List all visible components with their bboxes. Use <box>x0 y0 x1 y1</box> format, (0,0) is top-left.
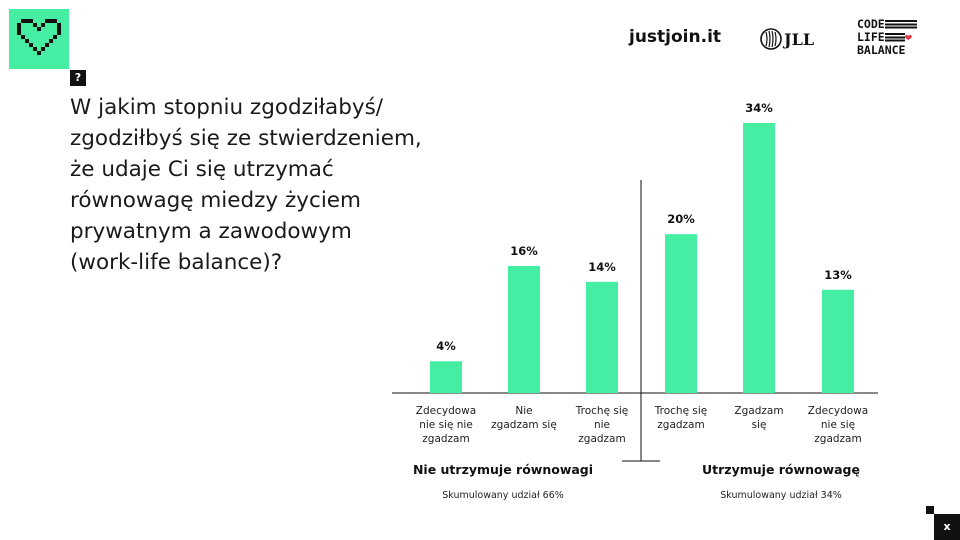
group-title-0: Nie utrzymuje równowagi <box>413 462 593 477</box>
red-heart-icon: ❤ <box>904 30 912 44</box>
jll-logo: JLL <box>760 26 814 52</box>
category-label-0-2: zgadzam <box>422 433 469 445</box>
close-button[interactable]: x <box>934 514 960 540</box>
category-label-1-0: Nie <box>515 405 532 417</box>
group-title-1: Utrzymuje równowagę <box>702 462 860 477</box>
heart-logo-tile <box>9 9 69 69</box>
jll-mark-icon <box>760 28 782 50</box>
bar-5 <box>822 289 854 393</box>
data-label-0: 4% <box>436 339 456 353</box>
category-label-0-0: Zdecydowa <box>416 405 476 417</box>
clb-stripes-2 <box>884 33 905 42</box>
category-label-1-1: zgadzam się <box>491 419 557 431</box>
corner-square <box>926 506 934 514</box>
jll-wordmark: JLL <box>784 29 815 49</box>
category-label-5-0: Zdecydowa <box>808 405 868 417</box>
data-label-1: 16% <box>510 244 538 258</box>
category-label-5-1: nie się <box>821 419 855 431</box>
group-note-1: Skumulowany udział 34% <box>720 490 842 501</box>
bar-1 <box>508 265 540 393</box>
group-note-0: Skumulowany udział 66% <box>442 490 564 501</box>
category-label-3-1: zgadzam <box>657 419 704 431</box>
clb-balance: BALANCE <box>857 43 906 57</box>
pixel-heart-icon <box>17 19 61 55</box>
data-label-5: 13% <box>824 268 852 282</box>
clb-stripes <box>884 20 917 29</box>
category-label-3-0: Trochę się <box>654 405 707 417</box>
data-label-4: 34% <box>745 101 773 115</box>
data-label-2: 14% <box>588 260 616 274</box>
category-label-5-2: zgadzam <box>814 433 861 445</box>
bar-0 <box>430 361 462 393</box>
code-life-balance-logo: CODE LIFE ❤ BALANCE <box>857 18 932 62</box>
justjoin-logo: justjoin.it <box>629 27 722 47</box>
category-label-0-1: nie się nie <box>419 419 473 431</box>
data-label-3: 20% <box>667 212 695 226</box>
bar-2 <box>586 281 618 393</box>
clb-code: CODE <box>857 17 885 31</box>
bar-3 <box>665 234 697 393</box>
clb-life: LIFE <box>857 30 885 44</box>
category-label-2-0: Trochę się <box>575 405 628 417</box>
category-label-4-1: się <box>752 419 767 431</box>
bar-4 <box>743 123 775 393</box>
question-badge: ? <box>70 70 86 86</box>
category-label-4-0: Zgadzam <box>734 405 783 417</box>
category-label-2-1: nie <box>594 419 610 431</box>
category-label-2-2: zgadzam <box>578 433 625 445</box>
question-text: W jakim stopniu zgodziłabyś/ zgodziłbyś … <box>70 95 422 275</box>
